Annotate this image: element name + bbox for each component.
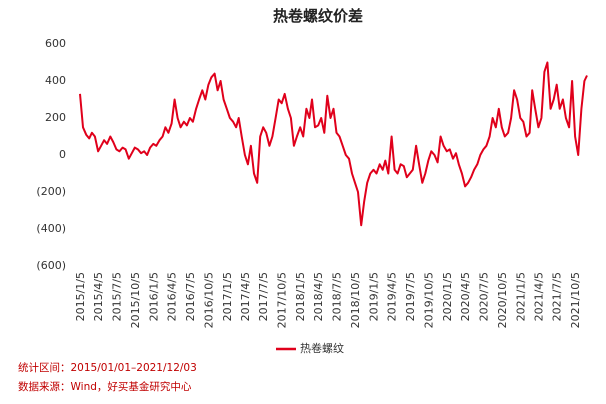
x-tick-label: 2019/7/5 [404, 272, 417, 321]
y-tick-label: 0 [59, 148, 66, 161]
x-tick-label: 2015/4/5 [92, 272, 105, 321]
x-tick-label: 2020/7/5 [477, 272, 490, 321]
x-tick-label: 2018/4/5 [312, 272, 325, 321]
x-tick-label: 2016/4/5 [166, 272, 179, 321]
legend-label: 热卷螺纹 [300, 341, 344, 355]
x-tick-label: 2021/1/5 [514, 272, 527, 321]
x-tick-label: 2018/10/5 [349, 272, 362, 328]
y-tick-label: 400 [45, 74, 66, 87]
x-tick-label: 2016/10/5 [202, 272, 215, 328]
y-tick-label: (600) [36, 259, 66, 272]
x-tick-label: 2015/10/5 [129, 272, 142, 328]
y-tick-label: (200) [36, 185, 66, 198]
y-tick-label: 600 [45, 37, 66, 50]
x-tick-label: 2019/1/5 [367, 272, 380, 321]
x-tick-label: 2017/1/5 [221, 272, 234, 321]
x-tick-label: 2015/7/5 [110, 272, 123, 321]
data-line [79, 61, 588, 227]
x-tick-label: 2021/4/5 [532, 272, 545, 321]
x-tick-label: 2017/4/5 [239, 272, 252, 321]
chart-title: 热卷螺纹价差 [273, 7, 363, 25]
x-tick-label: 2015/1/5 [74, 272, 87, 321]
x-tick-label: 2020/1/5 [441, 272, 454, 321]
x-tick-label: 2020/10/5 [496, 272, 509, 328]
x-tick-label: 2019/4/5 [386, 272, 399, 321]
x-tick-label: 2018/7/5 [331, 272, 344, 321]
x-tick-label: 2019/10/5 [422, 272, 435, 328]
x-tick-label: 2017/7/5 [257, 272, 270, 321]
y-tick-label: 200 [45, 111, 66, 124]
x-tick-label: 2021/10/5 [569, 272, 582, 328]
x-tick-label: 2016/7/5 [184, 272, 197, 321]
note: 统计区间：2015/01/01–2021/12/03 [18, 361, 197, 374]
x-tick-label: 2017/10/5 [276, 272, 289, 328]
note: 数据来源：Wind，好买基金研究中心 [18, 380, 192, 393]
x-tick-label: 2016/1/5 [147, 272, 160, 321]
x-tick-label: 2018/1/5 [294, 272, 307, 321]
y-tick-label: (400) [36, 222, 66, 235]
x-tick-label: 2021/7/5 [551, 272, 564, 321]
x-tick-label: 2020/4/5 [459, 272, 472, 321]
